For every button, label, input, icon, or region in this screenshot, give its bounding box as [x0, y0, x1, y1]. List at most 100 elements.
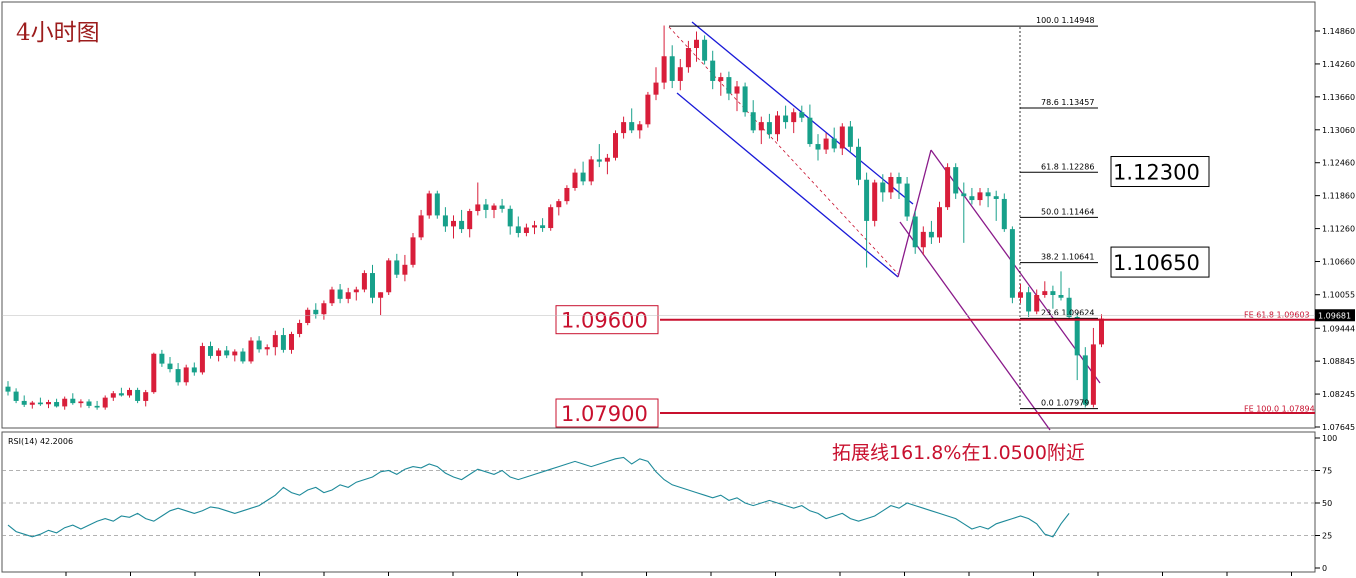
candle [613, 130, 618, 161]
candle-body [564, 187, 570, 202]
fe-label: FE 100.0 1.07894 [1244, 404, 1315, 413]
key-level-box [555, 398, 659, 428]
candle-body [532, 225, 537, 228]
candle [645, 91, 651, 128]
candle [523, 223, 529, 237]
rsi-tick-label: 25 [1322, 532, 1332, 541]
candle-body [5, 386, 11, 392]
rsi-tick-label: 50 [1322, 499, 1332, 508]
candle-body [694, 39, 699, 49]
candle-body [864, 179, 870, 221]
candle-body [1001, 198, 1007, 230]
candle [1034, 289, 1040, 315]
candle [143, 389, 149, 407]
candle-body [451, 220, 456, 227]
candle [94, 400, 100, 410]
price-tick-label: 1.10660 [1322, 258, 1355, 267]
candle-body [191, 367, 197, 373]
candle-body [483, 204, 489, 210]
candle [37, 397, 43, 406]
candle-body [799, 112, 805, 118]
candle-body [734, 86, 740, 94]
candle [540, 218, 546, 232]
candle-body [410, 237, 416, 265]
candle-body [556, 201, 562, 208]
candle [993, 190, 999, 221]
candle-body [297, 322, 303, 334]
candle-body [758, 122, 764, 131]
candle-body [523, 227, 529, 233]
candle-body [216, 350, 222, 356]
candle [880, 174, 886, 202]
candle [629, 108, 635, 134]
candle [912, 211, 918, 254]
candle [337, 284, 343, 304]
price-tick-label: 1.12460 [1322, 159, 1355, 168]
candle [1018, 284, 1023, 304]
candle [29, 400, 35, 409]
rsi-tick-label: 0 [1322, 564, 1327, 573]
candle [183, 364, 189, 386]
candle [920, 226, 926, 255]
candle [159, 349, 165, 367]
candle [604, 153, 610, 175]
candle [775, 111, 780, 142]
price-tick-label: 1.14260 [1322, 60, 1355, 69]
candle-body [378, 292, 384, 298]
candle-body [353, 289, 359, 293]
rsi-label: RSI(14) 42.2006 [8, 437, 73, 446]
fib-label: 78.6 1.13457 [1041, 98, 1094, 107]
candle-body [775, 115, 780, 135]
candle-body [21, 400, 27, 405]
channel-blue-lower [676, 92, 899, 278]
candle-body [208, 346, 213, 356]
candle-body [896, 176, 902, 184]
candle-body [475, 204, 481, 212]
candle-body [856, 146, 861, 180]
candle [499, 198, 505, 213]
candle [459, 209, 465, 233]
candle-body [507, 208, 513, 227]
candle [791, 108, 797, 134]
candle [370, 264, 375, 304]
candle-body [337, 289, 343, 299]
fib-label: 50.0 1.11464 [1041, 207, 1094, 216]
candle [1074, 313, 1080, 381]
price-axis: 1.14860 1.14260 1.13660 1.13060 1.12460 1.118… [2, 27, 1355, 432]
candle-body [669, 56, 675, 81]
candle [653, 67, 659, 101]
candle-body [548, 207, 554, 229]
candle [264, 344, 270, 356]
price-tick-label: 1.09444 [1322, 324, 1355, 333]
candle [321, 300, 327, 320]
candle-body [78, 401, 84, 404]
candle-body [135, 389, 141, 401]
candle [62, 396, 68, 410]
candle [21, 395, 27, 407]
candle-body [394, 260, 400, 275]
fib-label: 0.0 1.07979 [1041, 399, 1089, 408]
candle-body [151, 353, 157, 393]
candle [588, 156, 594, 186]
candle-body [1034, 295, 1040, 312]
candle [345, 287, 351, 304]
candle [232, 349, 238, 362]
candle-body [920, 231, 926, 248]
candle-body [540, 225, 546, 229]
candle-body [1066, 297, 1072, 317]
candle-body [159, 353, 165, 364]
candle [896, 172, 902, 199]
candle [434, 190, 440, 219]
candle-body [750, 112, 756, 131]
price-tick-label: 1.13060 [1322, 126, 1355, 135]
candle [564, 185, 570, 205]
candle [394, 253, 400, 278]
candle [54, 398, 60, 408]
candle [815, 134, 821, 161]
candle [823, 133, 829, 154]
fib-label: 38.2 1.10641 [1041, 253, 1094, 262]
candle [1042, 281, 1048, 298]
candle [969, 187, 975, 205]
candle [718, 72, 724, 96]
candle-body [702, 39, 708, 61]
